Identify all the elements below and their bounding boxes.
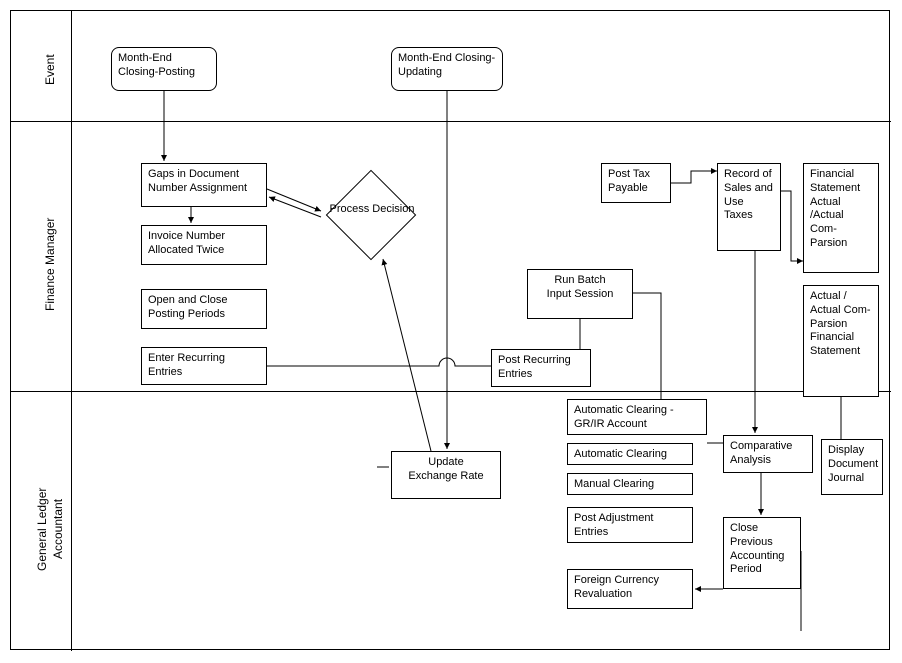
node-gaps-document: Gaps in Document Number Assignment (141, 163, 267, 207)
node-enter-recurring: Enter Recurring Entries (141, 347, 267, 385)
lane-label-event: Event (43, 54, 57, 85)
node-process-decision-label: Process Decision (327, 203, 417, 215)
node-post-recurring: Post Recurring Entries (491, 349, 591, 387)
node-record-sales: Record of Sales and Use Taxes (717, 163, 781, 251)
node-run-batch: Run Batch Input Session (527, 269, 633, 319)
swimlane-diagram: Event Finance Manager General Ledger Acc… (10, 10, 890, 650)
node-manual-clearing: Manual Clearing (567, 473, 693, 495)
node-open-close-periods: Open and Close Posting Periods (141, 289, 267, 329)
node-process-decision-shape (326, 170, 417, 261)
node-actual-comparison: Actual / Actual Com-Parsion Financial St… (803, 285, 879, 397)
node-financial-statement: Financial Statement Actual /Actual Com-P… (803, 163, 879, 273)
node-foreign-revaluation: Foreign Currency Revaluation (567, 569, 693, 609)
node-close-previous-period: Close Previous Accounting Period (723, 517, 801, 589)
node-event-updating: Month-End Closing-Updating (391, 47, 503, 91)
lane-divider-2 (11, 391, 891, 392)
node-invoice-twice: Invoice Number Allocated Twice (141, 225, 267, 265)
node-event-posting: Month-End Closing-Posting (111, 47, 217, 91)
node-auto-clearing: Automatic Clearing (567, 443, 693, 465)
lane-label-gl-accountant-1: General Ledger (35, 488, 49, 571)
node-post-tax: Post Tax Payable (601, 163, 671, 203)
node-auto-clearing-grir: Automatic Clearing - GR/IR Account (567, 399, 707, 435)
lane-header-divider (71, 11, 72, 651)
lane-divider-1 (11, 121, 891, 122)
lane-label-gl-accountant-2: Accountant (51, 499, 65, 559)
node-comparative-analysis: Comparative Analysis (723, 435, 813, 473)
node-display-document-journal: Display Document Journal (821, 439, 883, 495)
lane-label-finance-manager: Finance Manager (43, 218, 57, 311)
node-update-exchange-rate: Update Exchange Rate (391, 451, 501, 499)
node-post-adjustment: Post Adjustment Entries (567, 507, 693, 543)
